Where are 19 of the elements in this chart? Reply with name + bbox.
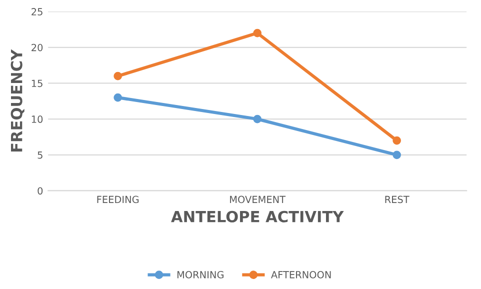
- y-tick-label: 0: [38, 187, 43, 195]
- point: [392, 136, 401, 145]
- point: [114, 72, 122, 80]
- legend-label: AFTERNOON: [271, 271, 331, 278]
- point: [253, 114, 262, 124]
- x-axis-title: ANTELOPE ACTIVITY: [171, 210, 344, 222]
- x-tick-label: REST: [385, 196, 410, 204]
- legend-label: MORNING: [177, 271, 224, 278]
- point: [392, 150, 401, 160]
- y-tick-label: 25: [32, 8, 42, 16]
- x-tick-label: MOVEMENT: [230, 196, 286, 204]
- point: [114, 93, 122, 102]
- y-tick-label: 20: [32, 44, 43, 52]
- y-tick-label: 5: [38, 152, 42, 159]
- y-tick-label: 15: [32, 80, 42, 88]
- point: [253, 28, 262, 38]
- y-tick-label: 10: [32, 116, 43, 123]
- y-axis-title: FREQUENCY: [10, 49, 24, 152]
- x-tick-label: FEEDING: [97, 196, 139, 204]
